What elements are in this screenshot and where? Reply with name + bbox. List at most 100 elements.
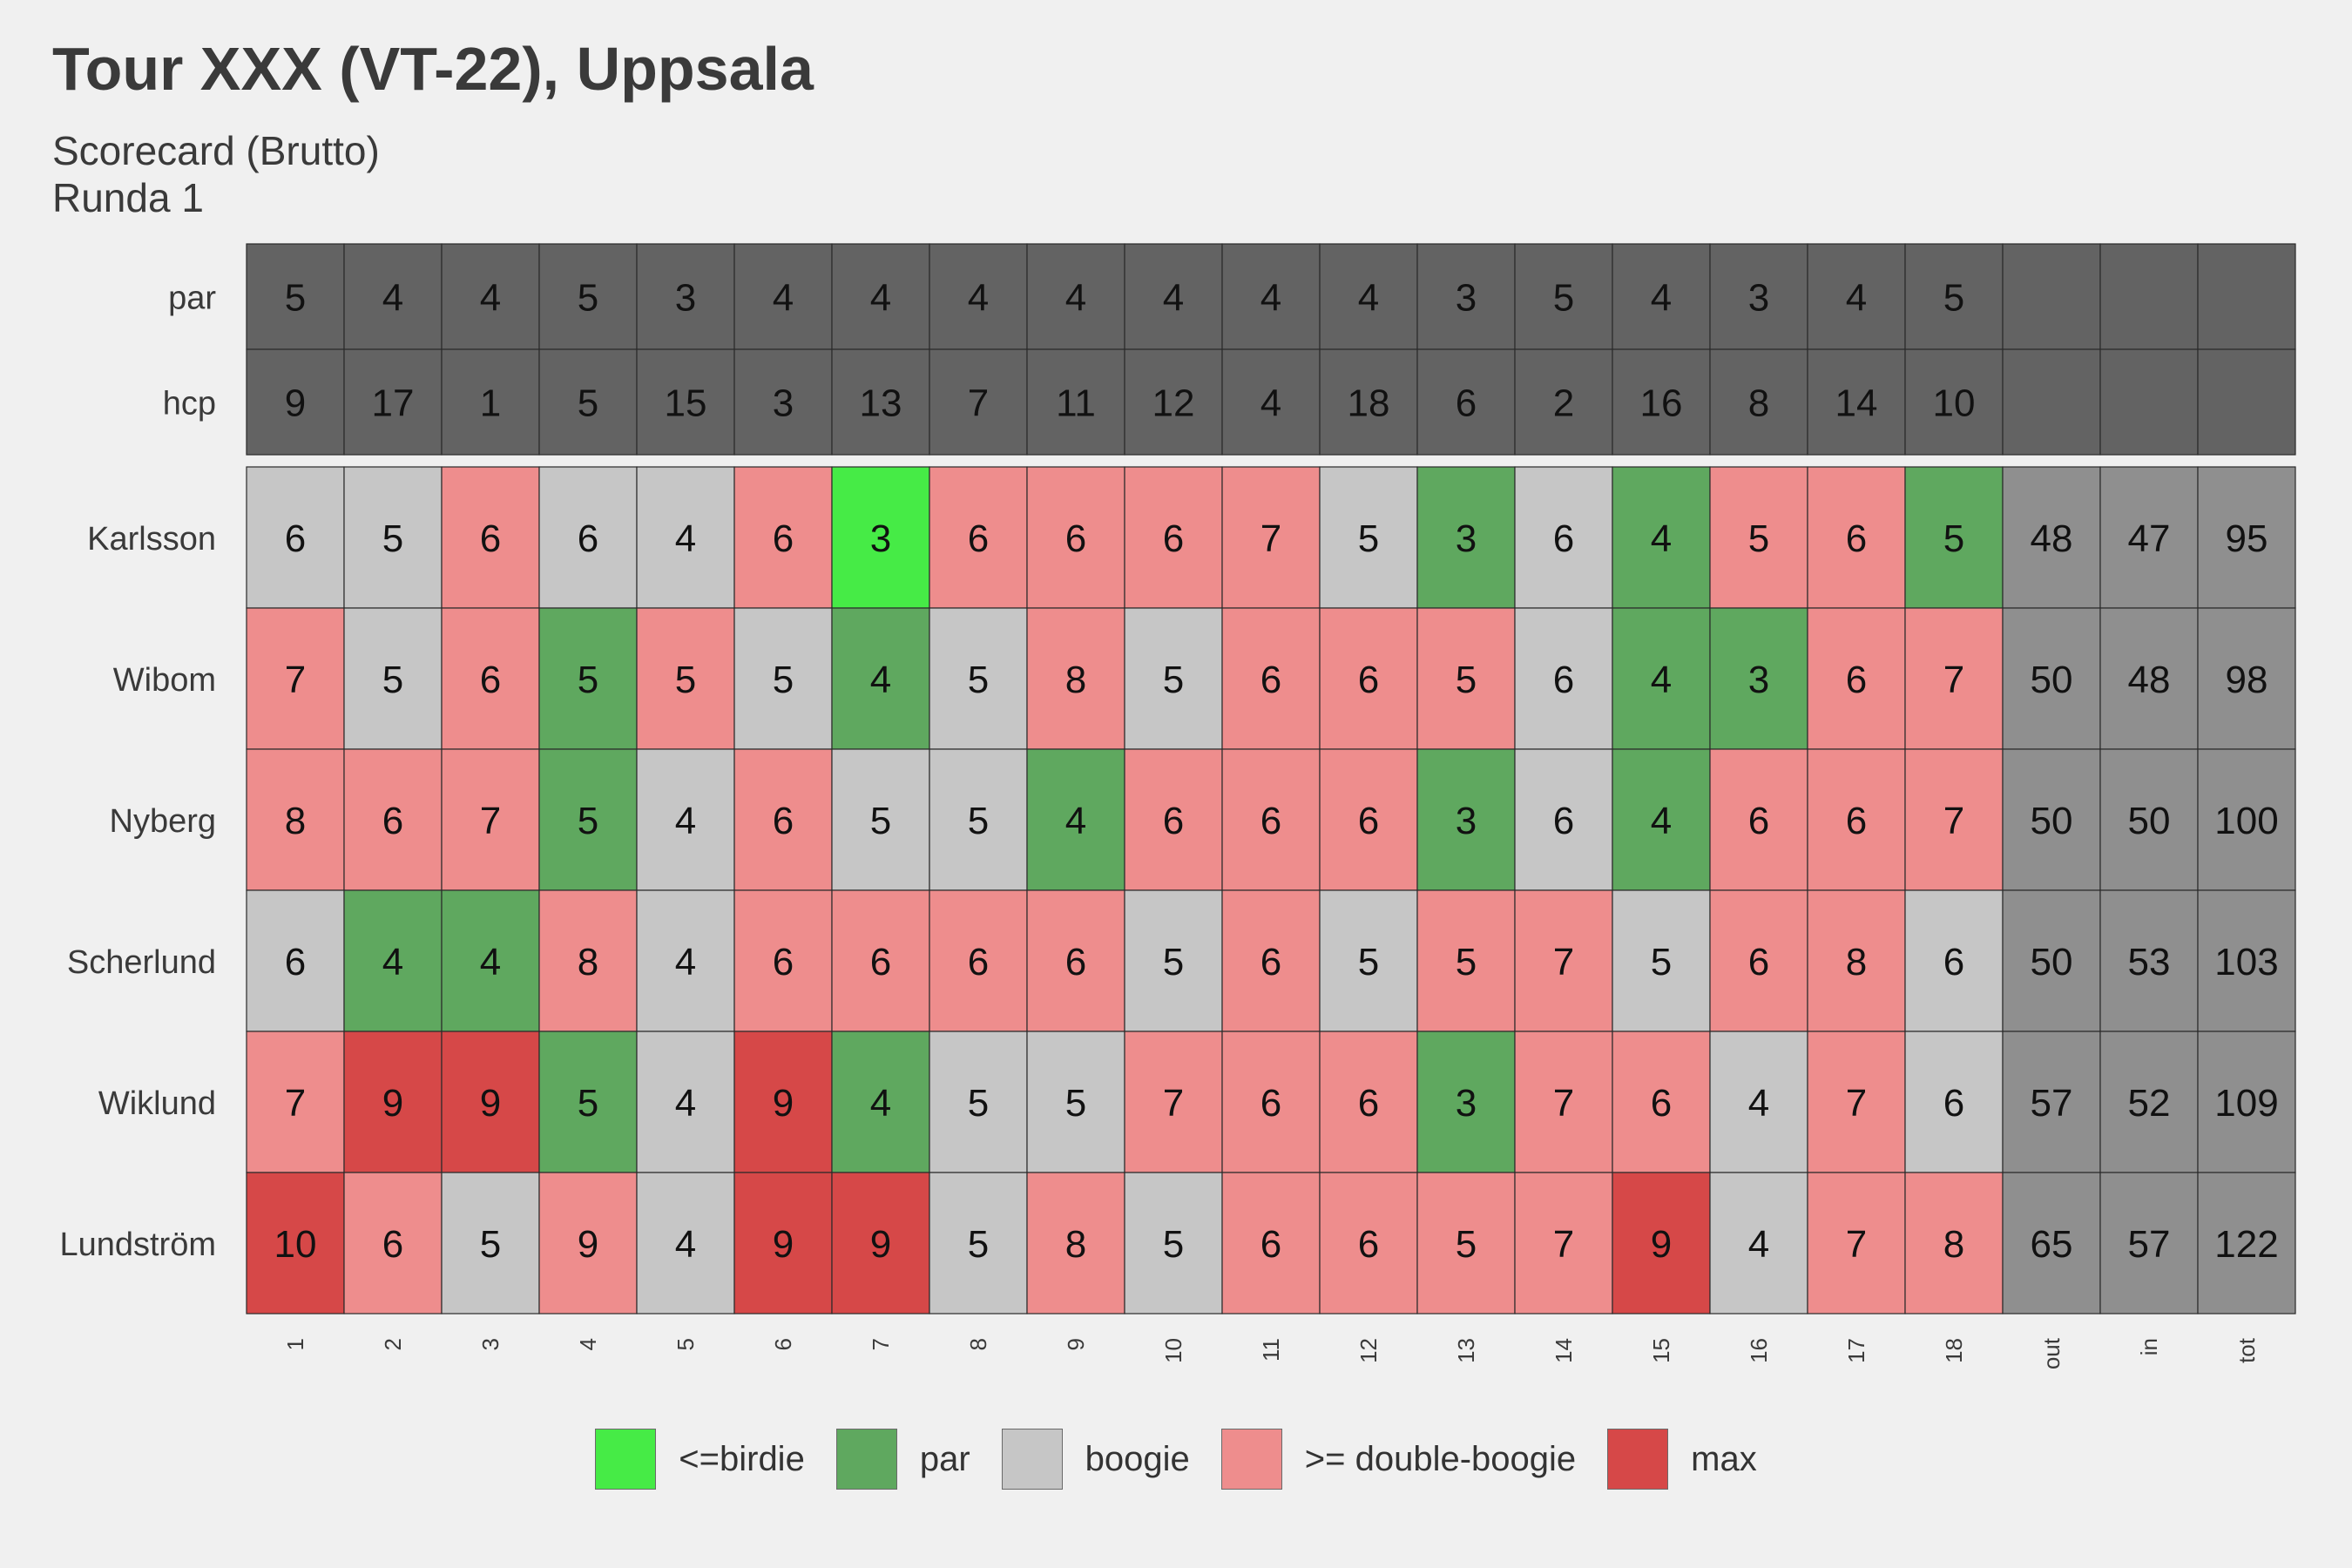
hcp-cell-15: 16	[1612, 348, 1711, 456]
score-cell-2-16: 3	[1709, 607, 1808, 750]
score-cell-6-9-rect	[1026, 1172, 1125, 1315]
chart-title: Tour XXX (VT-22), Uppsala	[52, 35, 814, 103]
score-cell-6-6: 9	[733, 1172, 833, 1315]
score-cell-6-16-value: 4	[1748, 1223, 1769, 1266]
score-cell-5-3-value: 9	[480, 1082, 501, 1125]
score-cell-5-1-value: 7	[285, 1082, 306, 1125]
par-cell-18-rect	[1904, 243, 2004, 350]
score-cell-5-6-rect	[733, 1031, 833, 1173]
out-cell-5-value: 57	[2031, 1082, 2073, 1125]
score-cell-2-4-value: 5	[578, 659, 598, 701]
score-cell-4-6-value: 6	[773, 941, 794, 983]
hcp-cell-2: 17	[343, 348, 443, 456]
in-cell-4: 53	[2099, 889, 2199, 1032]
legend-item-par: par	[835, 1429, 970, 1490]
score-cell-5-1: 7	[246, 1031, 345, 1173]
score-cell-2-8: 5	[929, 607, 1028, 750]
score-cell-2-6-rect	[733, 607, 833, 750]
legend-label-birdie: <=birdie	[679, 1439, 805, 1478]
score-cell-2-3-rect	[441, 607, 540, 750]
hcp-cell-in-rect	[2099, 348, 2199, 456]
score-cell-3-3-value: 7	[480, 800, 501, 842]
score-cell-2-11-value: 6	[1260, 659, 1281, 701]
score-cell-6-9-value: 8	[1065, 1223, 1086, 1266]
score-cell-5-18-rect	[1904, 1031, 2004, 1173]
par-cell-13-rect	[1416, 243, 1516, 350]
tot-cell-3: 100	[2197, 748, 2296, 891]
score-cell-4-8-value: 6	[968, 941, 989, 983]
tot-cell-2-value: 98	[2226, 659, 2268, 701]
score-cell-2-14: 6	[1514, 607, 1613, 750]
score-cell-3-1-rect	[246, 748, 345, 891]
score-cell-5-13-rect	[1416, 1031, 1516, 1173]
score-cell-2-9: 8	[1026, 607, 1125, 750]
hcp-cell-4-value: 5	[578, 382, 598, 425]
par-cell-3: 4	[441, 243, 540, 350]
hcp-cell-8-value: 7	[968, 382, 989, 425]
hcp-cell-6: 3	[733, 348, 833, 456]
score-cell-4-14: 7	[1514, 889, 1613, 1032]
legend-item-bogey: boogie	[1001, 1429, 1190, 1490]
par-cell-14: 5	[1514, 243, 1613, 350]
score-cell-3-6-rect	[733, 748, 833, 891]
score-cell-5-17-value: 7	[1846, 1082, 1867, 1125]
score-cell-4-12-rect	[1319, 889, 1418, 1032]
score-cell-6-8-rect	[929, 1172, 1028, 1315]
score-cell-5-4: 5	[538, 1031, 638, 1173]
hcp-cell-9-value: 11	[1056, 382, 1096, 425]
score-cell-1-5-value: 4	[675, 517, 696, 560]
hcp-cell-14: 2	[1514, 348, 1613, 456]
score-cell-3-12: 6	[1319, 748, 1418, 891]
par-cell-14-rect	[1514, 243, 1613, 350]
score-cell-2-3-value: 6	[480, 659, 501, 701]
hcp-cell-2-value: 17	[372, 382, 415, 425]
hcp-cell-13-value: 6	[1456, 382, 1477, 425]
par-cell-8: 4	[929, 243, 1028, 350]
par-cell-15: 4	[1612, 243, 1711, 350]
par-cell-12: 4	[1319, 243, 1418, 350]
score-cell-4-10-rect	[1124, 889, 1223, 1032]
score-cell-5-9-value: 5	[1065, 1082, 1086, 1125]
score-cell-6-18-value: 8	[1943, 1223, 1964, 1266]
score-cell-5-6-value: 9	[773, 1082, 794, 1125]
out-cell-5-rect	[2002, 1031, 2101, 1173]
par-cell-11-value: 4	[1260, 277, 1281, 320]
score-cell-3-6: 6	[733, 748, 833, 891]
x-tick-label-10: 10	[1160, 1338, 1186, 1363]
score-cell-3-18: 7	[1904, 748, 2004, 891]
par-cell-17: 4	[1807, 243, 1906, 350]
score-cell-2-10-rect	[1124, 607, 1223, 750]
score-cell-3-14: 6	[1514, 748, 1613, 891]
x-tick-label-tot: tot	[2234, 1337, 2260, 1363]
score-cell-3-10-rect	[1124, 748, 1223, 891]
score-cell-4-7-rect	[831, 889, 930, 1032]
score-cell-2-5-value: 5	[675, 659, 696, 701]
score-cell-2-2-rect	[343, 607, 443, 750]
tot-cell-2: 98	[2197, 607, 2296, 750]
score-cell-2-18-rect	[1904, 607, 2004, 750]
score-cell-5-11-rect	[1221, 1031, 1321, 1173]
in-cell-5-rect	[2099, 1031, 2199, 1173]
score-cell-4-4: 8	[538, 889, 638, 1032]
x-tick-label-15: 15	[1648, 1338, 1674, 1363]
in-cell-1-value: 47	[2128, 517, 2171, 560]
score-cell-4-11-rect	[1221, 889, 1321, 1032]
score-cell-2-9-rect	[1026, 607, 1125, 750]
score-cell-1-1: 6	[246, 466, 345, 609]
score-cell-5-13: 3	[1416, 1031, 1516, 1173]
score-cell-4-6: 6	[733, 889, 833, 1032]
par-cell-4: 5	[538, 243, 638, 350]
hcp-cell-4: 5	[538, 348, 638, 456]
score-cell-1-10-value: 6	[1163, 517, 1184, 560]
score-cell-1-16: 5	[1709, 466, 1808, 609]
score-cell-3-3-rect	[441, 748, 540, 891]
score-cell-1-18: 5	[1904, 466, 2004, 609]
score-cell-3-8-rect	[929, 748, 1028, 891]
hcp-cell-17-rect	[1807, 348, 1906, 456]
score-cell-6-13-value: 5	[1456, 1223, 1477, 1266]
in-cell-3-value: 50	[2128, 800, 2171, 842]
tot-cell-4: 103	[2197, 889, 2296, 1032]
par-cell-15-rect	[1612, 243, 1711, 350]
score-cell-4-9-rect	[1026, 889, 1125, 1032]
